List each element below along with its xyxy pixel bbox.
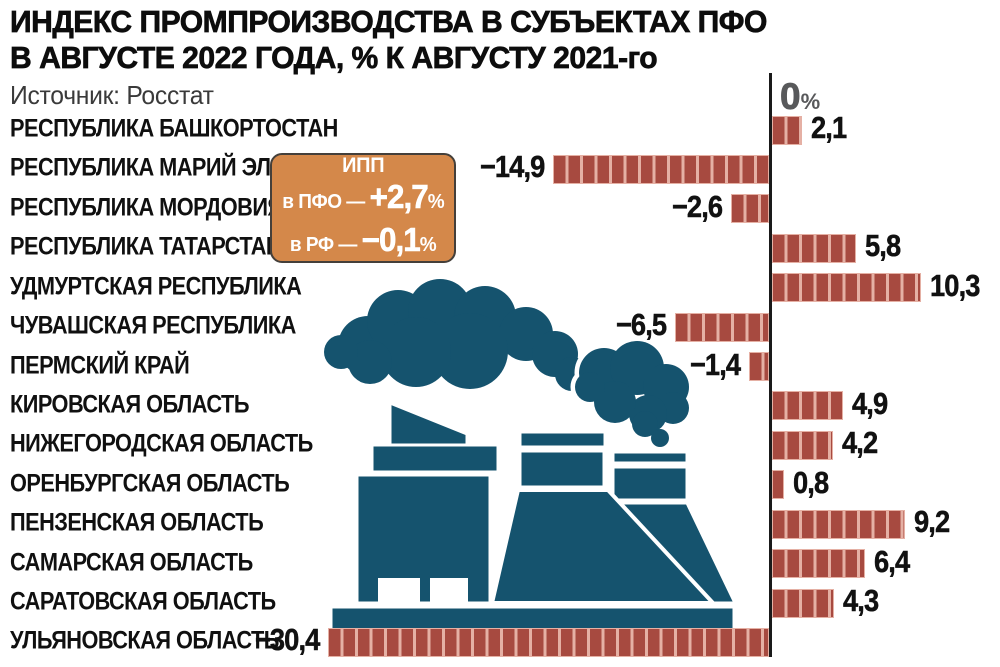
bar-negative [674, 312, 769, 342]
chart-title-line2: В АВГУСТЕ 2022 ГОДА, % К АВГУСТУ 2021-го [10, 40, 658, 76]
region-label: РЕСПУБЛИКА БАШКОРТОСТАН [10, 114, 338, 143]
value-label: −30,4 [254, 622, 320, 658]
region-label: НИЖЕГОРОДСКАЯ ОБЛАСТЬ [10, 429, 313, 458]
bar-positive [772, 549, 865, 579]
chart-title-line1: ИНДЕКС ПРОМПРОИЗВОДСТВА В СУБЪЕКТАХ ПФО [10, 4, 768, 40]
ipp-pfo-label: в ПФО — [281, 191, 365, 213]
chart-title: ИНДЕКС ПРОМПРОИЗВОДСТВА В СУБЪЕКТАХ ПФО … [10, 4, 768, 76]
bar-positive [772, 588, 835, 618]
factory-building [355, 400, 500, 605]
region-label: РЕСПУБЛИКА ТАТАРСТАН [10, 232, 282, 261]
value-label: 9,2 [914, 504, 951, 540]
region-label: РЕСПУБЛИКА МОРДОВИЯ [10, 193, 283, 222]
region-label: ОРЕНБУРГСКАЯ ОБЛАСТЬ [10, 469, 290, 498]
region-label: РЕСПУБЛИКА МАРИЙ ЭЛ [10, 153, 271, 182]
ipp-summary-box: ИПП в ПФО — +2,7 % в РФ — −0,1 % [270, 153, 456, 263]
region-label: УДМУРТСКАЯ РЕСПУБЛИКА [10, 272, 302, 301]
zero-value: 0 [780, 76, 801, 118]
region-label: ПЕРМСКИЙ КРАЙ [10, 350, 190, 379]
smoke-cloud-large-icon [324, 279, 589, 391]
zero-axis-line [769, 73, 772, 657]
zero-axis-label: 0% [780, 76, 821, 118]
building-door [378, 578, 420, 603]
value-label: 10,3 [930, 267, 981, 304]
bar-positive [772, 233, 857, 263]
value-label: 5,8 [865, 228, 902, 264]
value-label: 4,2 [841, 425, 879, 461]
ipp-pfo-value: +2,7 [369, 178, 429, 216]
region-label: УЛЬЯНОВСКАЯ ОБЛАСТЬ [10, 626, 279, 655]
factory-illustration [320, 278, 738, 633]
region-label: ПЕНЗЕНСКАЯ ОБЛАСТЬ [10, 508, 264, 537]
value-label: −2,6 [671, 189, 724, 225]
bar-positive [772, 391, 844, 421]
bar-negative [731, 194, 769, 224]
bar-negative [748, 352, 769, 382]
value-label: 0,8 [792, 464, 829, 501]
building-door [430, 578, 468, 603]
ipp-rf-label: в РФ — [289, 234, 358, 256]
bar-negative [552, 154, 769, 184]
bar-positive [772, 273, 922, 303]
bar-positive [772, 470, 784, 500]
ipp-pfo-row: в ПФО — +2,7 % [282, 178, 444, 221]
ipp-rf-row: в РФ — −0,1 % [290, 221, 437, 264]
value-label: 2,1 [811, 110, 848, 146]
value-label: −14,9 [479, 149, 545, 185]
cooling-tower-middle [489, 430, 718, 605]
region-label: САМАРСКАЯ ОБЛАСТЬ [10, 547, 253, 576]
ipp-rf-value: −0,1 [361, 221, 421, 259]
region-label: ЧУВАШСКАЯ РЕСПУБЛИКА [10, 311, 296, 340]
bar-positive [772, 509, 906, 539]
region-label: КИРОВСКАЯ ОБЛАСТЬ [10, 390, 249, 419]
ipp-pfo-unit: % [427, 191, 445, 213]
region-label: САРАТОВСКАЯ ОБЛАСТЬ [10, 587, 276, 616]
value-label: −6,5 [615, 307, 667, 343]
ipp-box-title: ИПП [341, 154, 385, 177]
value-label: −1,4 [689, 346, 741, 382]
value-label: 4,9 [852, 386, 889, 422]
percent-sign: % [800, 89, 821, 114]
bar-positive [772, 430, 833, 460]
value-label: 6,4 [873, 543, 911, 580]
bar-positive [772, 115, 803, 145]
value-label: 4,3 [843, 583, 880, 619]
source-note: Источник: Росстат [10, 80, 214, 110]
ipp-rf-unit: % [419, 234, 437, 256]
bar-negative [328, 627, 769, 657]
